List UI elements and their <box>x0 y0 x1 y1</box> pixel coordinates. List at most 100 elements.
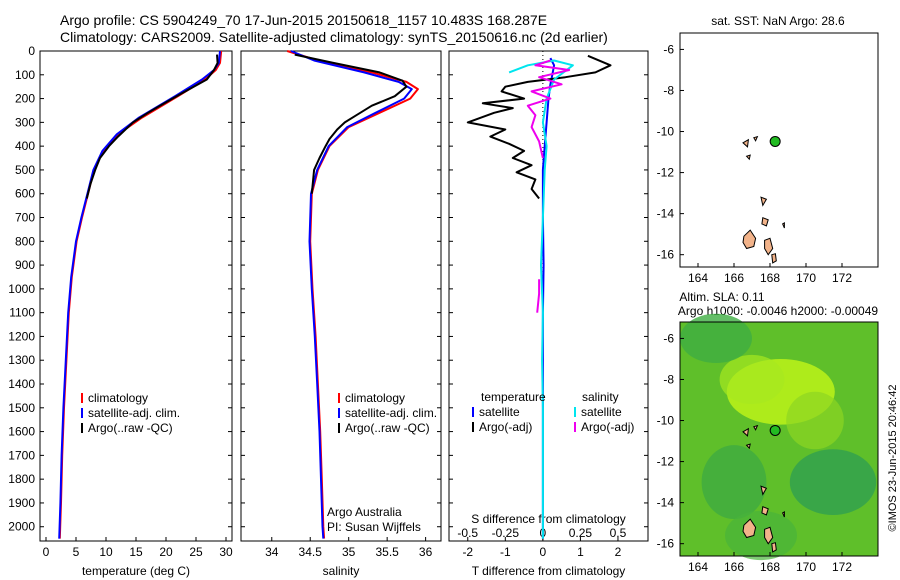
sla-map-sla-anomaly <box>786 391 844 450</box>
sst-map-island <box>781 222 785 229</box>
salinity-panel-legend-label: climatology <box>345 391 405 405</box>
salinity-panel-xtick-label: 34 <box>265 545 279 559</box>
sst-map-island <box>753 135 759 142</box>
depth-tick-label: 1600 <box>8 425 35 439</box>
temperature-panel-series-line <box>58 50 221 539</box>
depth-tick-label: 1700 <box>8 448 35 462</box>
depth-tick-label: 700 <box>15 211 35 225</box>
sla-map-frame <box>679 321 879 557</box>
temperature-panel-xtick-label: 20 <box>159 545 173 559</box>
depth-tick-label: 200 <box>15 92 35 106</box>
depth-tick-label: 1100 <box>9 306 35 320</box>
temperature-panel-xtick-label: 5 <box>73 545 80 559</box>
difference-panel-xtick-label: -1 <box>500 545 511 559</box>
sst-map-island <box>764 237 774 256</box>
sla-map-sla-anomaly <box>789 449 877 515</box>
depth-tick-label: 1800 <box>8 472 35 486</box>
difference-salinity-legend-label: Argo(-adj) <box>581 420 634 434</box>
difference-legend-head-salinity: salinity <box>582 390 619 404</box>
sla-map-island <box>761 506 769 516</box>
difference-panel-series-line <box>536 279 541 313</box>
sla-map-island <box>760 485 768 496</box>
sst-map-ytick-label: -10 <box>657 125 675 139</box>
sst-map-xtick-label: 170 <box>796 271 816 285</box>
sst-map-island <box>745 154 751 161</box>
sst-map-island <box>760 196 768 207</box>
difference-panel-series-line <box>508 59 574 539</box>
depth-tick-label: 1300 <box>8 353 35 367</box>
sla-map-sla-anomaly <box>680 313 752 364</box>
sla-map-xtick-label: 168 <box>760 560 780 574</box>
plot-title-line1: Argo profile: CS 5904249_70 17-Jun-2015 … <box>60 12 548 28</box>
temperature-panel-legend-label: climatology <box>88 391 148 405</box>
difference-panel-xlabel: T difference from climatology <box>472 564 626 578</box>
sla-map-island <box>745 443 751 450</box>
difference-panel-xtick-label: 2 <box>615 545 622 559</box>
sst-map-ytick-label: -12 <box>657 166 675 180</box>
sst-map-island <box>742 138 750 148</box>
sla-map-island <box>742 518 757 539</box>
depth-tick-label: 300 <box>15 115 35 129</box>
sst-map-frame <box>679 32 879 268</box>
difference-panel-stick-label: -0.5 <box>457 526 478 540</box>
difference-salinity-legend-label: satellite <box>581 405 622 419</box>
salinity-panel-xtick-label: 35 <box>342 545 356 559</box>
temperature-panel-series-line <box>58 50 223 539</box>
temperature-panel-xtick-label: 25 <box>189 545 203 559</box>
difference-panel-xtick-label: 0 <box>540 545 547 559</box>
sst-map-float-marker <box>769 135 781 147</box>
depth-tick-label: 900 <box>15 258 35 272</box>
plot-title-line2: Climatology: CARS2009. Satellite-adjuste… <box>60 29 608 45</box>
temperature-panel-legend-label: satellite-adj. clim. <box>88 406 180 420</box>
sst-map-island <box>771 253 777 264</box>
sst-map-xtick-label: 166 <box>724 271 744 285</box>
depth-tick-label: 0 <box>28 44 35 58</box>
sla-map-ytick-label: -16 <box>657 537 675 551</box>
sla-map-subtitle: Argo h1000: -0.0046 h2000: -0.00049 <box>678 304 878 318</box>
depth-tick-label: 400 <box>15 139 35 153</box>
salinity-panel-xtick-label: 36 <box>419 545 433 559</box>
sla-map-sla-anomaly <box>701 445 767 520</box>
salinity-panel-xlabel: salinity <box>323 564 360 578</box>
sla-map-float-marker <box>769 424 781 436</box>
depth-tick-label: 100 <box>15 68 35 82</box>
sla-map-ytick-label: -10 <box>657 414 675 428</box>
sla-map-xtick-label: 172 <box>832 560 852 574</box>
depth-tick-label: 1200 <box>8 329 35 343</box>
difference-panel-stick-label: 0.5 <box>610 526 627 540</box>
sla-map-ytick-label: -8 <box>663 372 674 386</box>
depth-tick-label: 2000 <box>8 520 35 534</box>
depth-tick-label: 1500 <box>8 401 35 415</box>
salinity-panel-series-line <box>294 53 408 194</box>
sst-map-title: sat. SST: NaN Argo: 28.6 <box>711 14 845 28</box>
sla-map-island <box>781 511 785 518</box>
salinity-panel-legend-label: Argo(..raw -QC) <box>345 421 430 435</box>
sla-map-ytick-label: -14 <box>657 496 675 510</box>
sla-map-ytick-label: -12 <box>657 455 675 469</box>
sst-map-ytick-label: -6 <box>663 42 674 56</box>
sst-map-xtick-label: 164 <box>688 271 708 285</box>
salinity-panel-frame <box>240 50 442 542</box>
sst-map-ytick-label: -8 <box>663 83 674 97</box>
sst-map-xtick-label: 172 <box>832 271 852 285</box>
difference-panel-frame <box>448 50 649 542</box>
sla-map-sla-anomaly <box>725 510 797 561</box>
sla-map-title: Altim. SLA: 0.11 <box>679 290 764 304</box>
depth-tick-label: 800 <box>15 234 35 248</box>
depth-tick-label: 1900 <box>8 496 35 510</box>
difference-panel-stick-label: -0.25 <box>492 526 520 540</box>
temperature-panel-xlabel: temperature (deg C) <box>82 564 190 578</box>
sla-map-island <box>771 542 777 553</box>
salinity-panel-credit-line2: PI: Susan Wijffels <box>327 520 421 534</box>
difference-panel-stick-label: 0.25 <box>569 526 593 540</box>
sla-map-island <box>753 424 759 431</box>
depth-tick-label: 1000 <box>8 282 35 296</box>
difference-panel-series-line <box>526 59 571 159</box>
temperature-panel-legend-label: Argo(..raw -QC) <box>88 421 173 435</box>
depth-tick-label: 500 <box>15 163 35 177</box>
sla-map-xtick-label: 164 <box>688 560 708 574</box>
sst-map-island <box>742 229 757 250</box>
difference-panel-top-xlabel: S difference from climatology <box>471 512 626 526</box>
sla-map-ytick-label: -6 <box>663 331 674 345</box>
